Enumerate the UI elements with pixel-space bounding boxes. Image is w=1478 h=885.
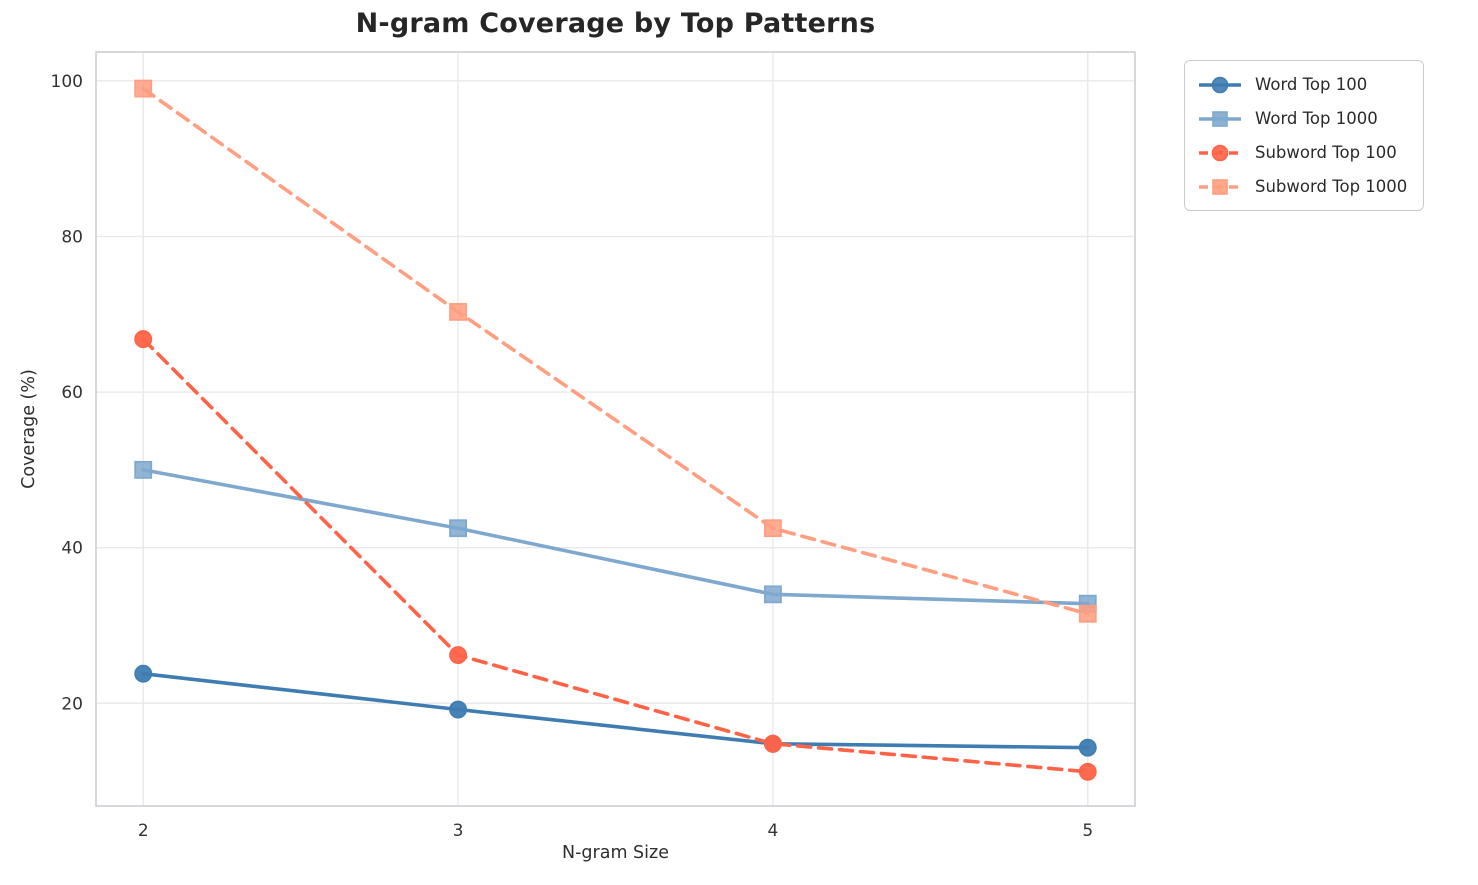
data-point-subword-top-100 <box>449 646 468 664</box>
data-point-subword-top-1000 <box>764 519 782 538</box>
legend-marker-subword-top-100-circle <box>1211 144 1229 161</box>
data-point-word-top-100 <box>134 664 153 683</box>
legend-item-word-top-100: Word Top 100 <box>1197 71 1407 98</box>
series-line-subword-top-1000 <box>141 86 1090 616</box>
data-point-word-top-1000 <box>764 585 782 604</box>
legend-swatch-word-top-1000 <box>1199 110 1241 127</box>
series-subword-top-1000 <box>134 79 1097 623</box>
y-tick-label: 20 <box>61 694 83 714</box>
data-point-word-top-1000 <box>449 519 467 538</box>
series-word-top-1000 <box>134 460 1097 613</box>
data-point-subword-top-1000 <box>134 79 153 98</box>
data-point-subword-top-100 <box>763 734 782 753</box>
series-line-word-top-1000 <box>141 468 1090 606</box>
legend-marker-word-top-100-circle <box>1211 76 1229 93</box>
data-point-subword-top-1000 <box>449 302 467 321</box>
x-tick-label: 5 <box>1082 821 1093 841</box>
data-point-subword-top-100 <box>134 330 153 349</box>
data-point-word-top-100 <box>1078 738 1097 757</box>
axes-spines <box>95 51 1136 807</box>
legend-swatch-subword-top-100 <box>1199 144 1241 161</box>
data-point-subword-top-100 <box>1078 762 1097 781</box>
x-tick-label: 3 <box>453 821 464 841</box>
legend-label-subword-top-100: Subword Top 100 <box>1255 143 1397 162</box>
legend-item-word-top-1000: Word Top 1000 <box>1197 105 1407 132</box>
legend-item-subword-top-100: Subword Top 100 <box>1197 139 1407 166</box>
series-word-top-100 <box>134 664 1097 757</box>
legend-swatch-subword-top-1000 <box>1199 178 1241 195</box>
y-tick-label: 100 <box>51 72 83 92</box>
x-tick-label: 2 <box>138 821 149 841</box>
tick-labels: 2 3 4 5 20 40 60 80 100 <box>51 72 1094 841</box>
legend-label-subword-top-1000: Subword Top 1000 <box>1255 177 1408 196</box>
y-tick-label: 80 <box>61 227 83 247</box>
legend-marker-word-top-1000-square <box>1212 110 1228 127</box>
y-tick-label: 40 <box>61 539 83 559</box>
legend-label-word-top-1000: Word Top 1000 <box>1255 109 1378 128</box>
y-axis-label: Coverage (%) <box>19 369 39 489</box>
chart-title: N-gram Coverage by Top Patterns <box>355 8 876 39</box>
legend: Word Top 100 Word Top 1000 Subword Top 100… <box>1184 60 1425 211</box>
legend-item-subword-top-1000: Subword Top 1000 <box>1197 173 1407 200</box>
x-axis-label: N-gram Size <box>562 843 669 863</box>
legend-marker-subword-top-1000-square <box>1212 178 1228 195</box>
series-line-word-top-100 <box>141 671 1090 750</box>
y-tick-label: 60 <box>61 383 83 403</box>
series-subword-top-100 <box>134 330 1097 781</box>
x-tick-label: 4 <box>768 821 779 841</box>
legend-swatch-word-top-100 <box>1199 76 1241 93</box>
data-point-word-top-1000 <box>134 460 153 479</box>
legend-label-word-top-100: Word Top 100 <box>1255 75 1368 94</box>
gridlines <box>96 52 1135 806</box>
data-point-word-top-100 <box>449 700 468 719</box>
series-line-subword-top-100 <box>141 337 1090 774</box>
data-point-subword-top-1000 <box>1078 604 1097 623</box>
